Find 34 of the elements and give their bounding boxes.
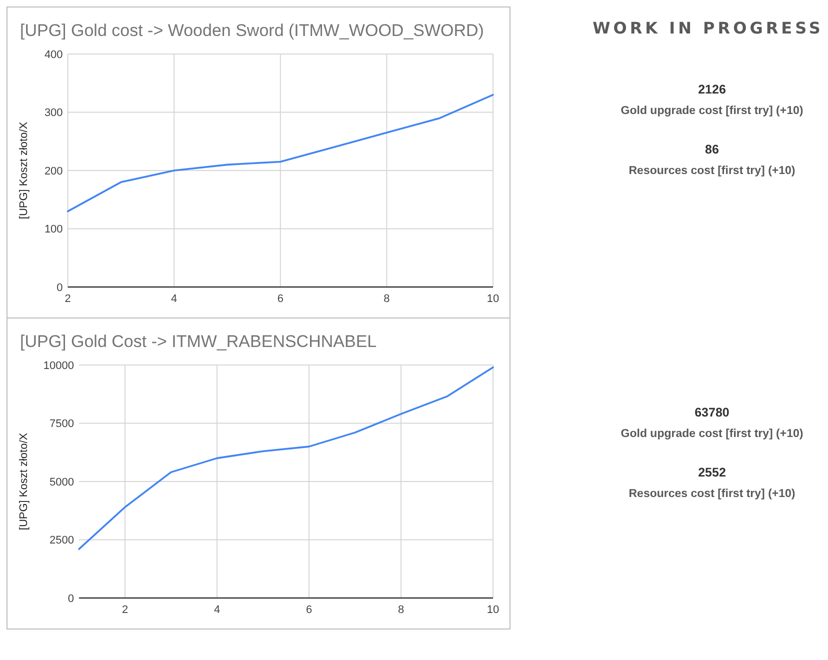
- text: Gold upgrade cost [first try] (+10): [620, 428, 804, 440]
- y-axis-title: [UPG] Koszt złoto/X: [18, 121, 30, 220]
- y-tick-label: 2500: [50, 534, 74, 547]
- y-tick-label: 0: [68, 592, 74, 605]
- chart-title: [UPG] Gold Cost -> ITMW_RABENSCHNABEL: [20, 332, 377, 351]
- x-tick-label: 4: [171, 292, 178, 305]
- text: 2126: [698, 82, 726, 96]
- x-tick-label: 10: [486, 604, 500, 616]
- x-tick-label: 4: [214, 604, 220, 616]
- y-tick-label: 200: [44, 165, 63, 178]
- y-tick-label: 300: [44, 107, 63, 120]
- x-tick-label: 6: [277, 292, 284, 305]
- y-tick-label: 5000: [50, 476, 74, 488]
- x-tick-label: 8: [384, 292, 390, 305]
- x-tick-label: 8: [398, 604, 404, 616]
- text: WORK IN PROGRESS: [592, 18, 824, 38]
- line-series: [66, 94, 494, 212]
- y-tick-label: 100: [44, 224, 63, 236]
- x-tick-label: 6: [306, 604, 312, 616]
- x-tick-label: 2: [64, 292, 71, 305]
- x-tick-label: 10: [486, 292, 500, 305]
- text: 86: [705, 142, 719, 156]
- text: Resources cost [first try] (+10): [628, 488, 796, 500]
- x-tick-label: 2: [122, 604, 128, 616]
- text: 63780: [694, 405, 730, 420]
- y-tick-label: 10000: [43, 360, 74, 372]
- y-tick-label: 400: [44, 48, 63, 61]
- text: 2552: [698, 465, 726, 480]
- y-tick-label: 0: [56, 282, 63, 294]
- chart-title: [UPG] Gold cost -> Wooden Sword (ITMW_WOOD_SWORD): [20, 21, 484, 40]
- text: Gold upgrade cost [first try] (+10): [620, 105, 804, 118]
- y-tick-label: 7500: [50, 418, 74, 430]
- text: Resources cost [first try] (+10): [628, 165, 796, 178]
- y-axis-title: [UPG] Koszt złoto/X: [18, 432, 30, 530]
